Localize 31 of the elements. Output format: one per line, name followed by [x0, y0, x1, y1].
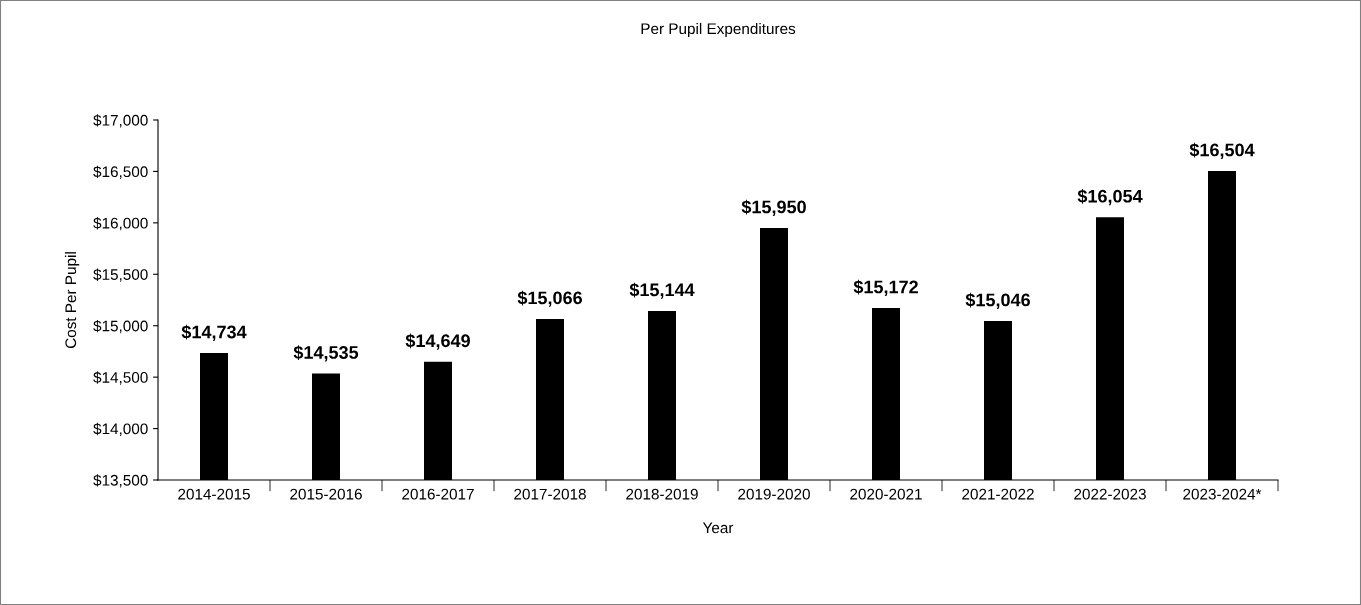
y-tick-label: $13,500	[93, 474, 148, 488]
data-label: $15,066	[517, 290, 582, 307]
chart-title: Per Pupil Expenditures	[641, 22, 796, 38]
x-tick-label: 2016-2017	[402, 488, 474, 500]
data-label: $15,046	[965, 292, 1030, 309]
x-tick-label: 2023-2024*	[1183, 488, 1262, 500]
data-label: $14,649	[405, 333, 470, 350]
y-tick-label: $14,000	[93, 422, 148, 437]
data-label: $15,950	[741, 199, 806, 216]
x-tick-label: 2018-2019	[626, 488, 698, 500]
x-tick-label: 2014-2015	[178, 488, 250, 500]
data-label: $15,144	[629, 282, 695, 299]
x-tick-label: 2022-2023	[1074, 488, 1146, 500]
data-label: $14,734	[181, 324, 247, 342]
x-tick-label: 2019-2020	[738, 488, 810, 500]
x-tick-label: 2017-2018	[514, 488, 586, 500]
y-axis-title: Cost Per Pupil	[64, 252, 80, 349]
x-axis-title: Year	[702, 522, 734, 534]
data-label: $14,535	[293, 345, 359, 362]
y-tick-label: $16,500	[93, 165, 148, 179]
x-tick-label: 2015-2016	[290, 488, 362, 500]
data-label: $16,504	[1189, 142, 1255, 159]
y-tick-label: $15,000	[93, 319, 148, 334]
y-tick-label: $15,500	[93, 268, 148, 282]
y-tick-label: $17,000	[93, 114, 148, 128]
data-label: $15,172	[853, 279, 918, 296]
y-tick-label: $14,500	[93, 371, 148, 385]
x-tick-label: 2021-2022	[962, 488, 1034, 500]
x-tick-label: 2020-2021	[850, 488, 922, 500]
y-tick-label: $16,000	[93, 217, 148, 231]
data-label: $16,054	[1077, 189, 1143, 206]
